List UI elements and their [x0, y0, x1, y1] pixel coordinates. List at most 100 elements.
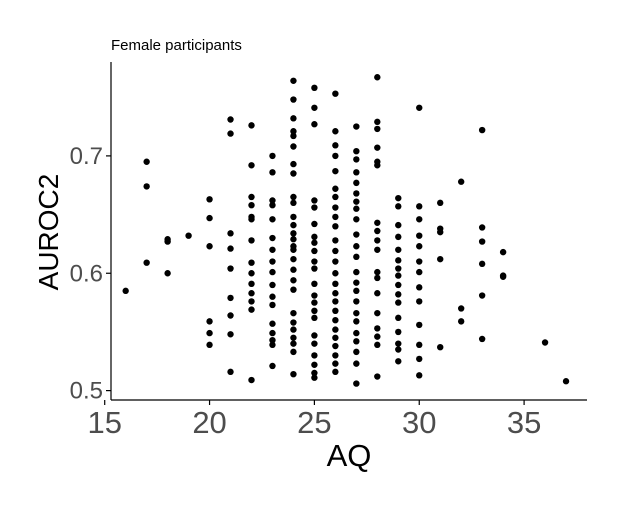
data-point: [374, 74, 381, 81]
data-point: [290, 230, 297, 237]
data-point: [227, 230, 234, 237]
data-point: [269, 301, 276, 309]
data-point: [416, 243, 423, 250]
data-point: [457, 178, 465, 185]
data-point: [332, 213, 339, 221]
data-point: [248, 237, 255, 244]
data-point: [206, 318, 213, 325]
data-point: [206, 341, 213, 349]
data-point: [353, 231, 360, 238]
data-point: [395, 346, 402, 353]
data-point: [353, 169, 360, 176]
data-point: [248, 280, 255, 288]
data-point: [269, 197, 276, 204]
data-point: [248, 376, 255, 384]
data-point: [227, 130, 234, 137]
data-point: [332, 193, 339, 201]
data-point: [248, 193, 255, 201]
data-point: [332, 128, 339, 135]
data-point: [332, 167, 339, 175]
data-point: [353, 309, 360, 317]
data-point: [248, 270, 255, 277]
data-point: [227, 265, 234, 272]
data-point: [248, 298, 255, 305]
data-point: [311, 280, 318, 288]
data-point: [478, 126, 486, 134]
data-point: [332, 342, 339, 350]
data-point: [227, 294, 234, 302]
data-point: [248, 306, 255, 313]
data-point: [290, 77, 297, 84]
data-point: [332, 307, 339, 315]
data-point: [311, 265, 318, 272]
data-point: [395, 272, 402, 279]
data-point: [499, 273, 507, 280]
data-point: [269, 336, 276, 344]
axes: [110, 62, 587, 401]
x-tick-label: 20: [192, 405, 226, 440]
data-point: [311, 352, 318, 359]
data-point: [311, 204, 318, 211]
data-point: [269, 329, 276, 337]
data-point: [541, 339, 549, 346]
data-point: [416, 258, 423, 265]
data-point: [332, 298, 339, 305]
data-point: [353, 360, 360, 367]
data-point: [437, 255, 444, 263]
data-point: [290, 96, 297, 103]
data-point: [353, 243, 360, 250]
data-point: [269, 234, 276, 242]
data-point: [311, 340, 318, 347]
data-point: [311, 104, 318, 111]
data-point: [374, 341, 381, 349]
data-point: [185, 232, 192, 239]
data-point: [290, 132, 297, 140]
data-point: [478, 238, 486, 245]
data-point: [311, 197, 318, 204]
data-point: [332, 368, 339, 376]
y-axis-title: AUROC2: [33, 174, 64, 291]
data-point: [374, 125, 381, 133]
data-point: [374, 268, 381, 276]
data-point: [332, 280, 339, 288]
data-point: [248, 201, 255, 209]
data-point: [227, 368, 234, 376]
data-point: [290, 370, 297, 378]
data-point: [311, 247, 318, 255]
data-point: [395, 194, 402, 202]
data-point: [478, 224, 486, 231]
data-point: [416, 203, 423, 210]
data-point: [374, 144, 381, 151]
data-point: [374, 333, 381, 340]
data-point: [395, 340, 402, 347]
data-point: [311, 332, 318, 339]
data-point: [248, 259, 255, 266]
data-point: [416, 372, 423, 379]
data-point: [248, 290, 255, 297]
data-point: [248, 216, 255, 223]
data-point: [416, 216, 423, 223]
y-tick-label: 0.5: [70, 378, 103, 405]
data-point: [332, 290, 339, 297]
data-point: [311, 374, 318, 381]
data-point: [206, 196, 213, 203]
data-point: [374, 227, 381, 235]
data-point: [227, 312, 234, 319]
data-point: [416, 104, 423, 111]
chart-title: Female participants: [111, 37, 242, 54]
data-point: [206, 329, 213, 337]
data-point: [374, 219, 381, 226]
data-point: [332, 334, 339, 341]
data-point: [332, 185, 339, 192]
data-point: [416, 321, 423, 329]
data-point: [290, 193, 297, 201]
data-point: [353, 179, 360, 187]
data-point: [395, 257, 402, 264]
data-point: [290, 160, 297, 168]
data-point: [269, 169, 276, 176]
data-point: [562, 378, 570, 385]
data-point: [374, 162, 381, 169]
data-point: [227, 116, 234, 123]
x-axis-title: AQ: [327, 438, 372, 473]
data-point: [290, 213, 297, 221]
